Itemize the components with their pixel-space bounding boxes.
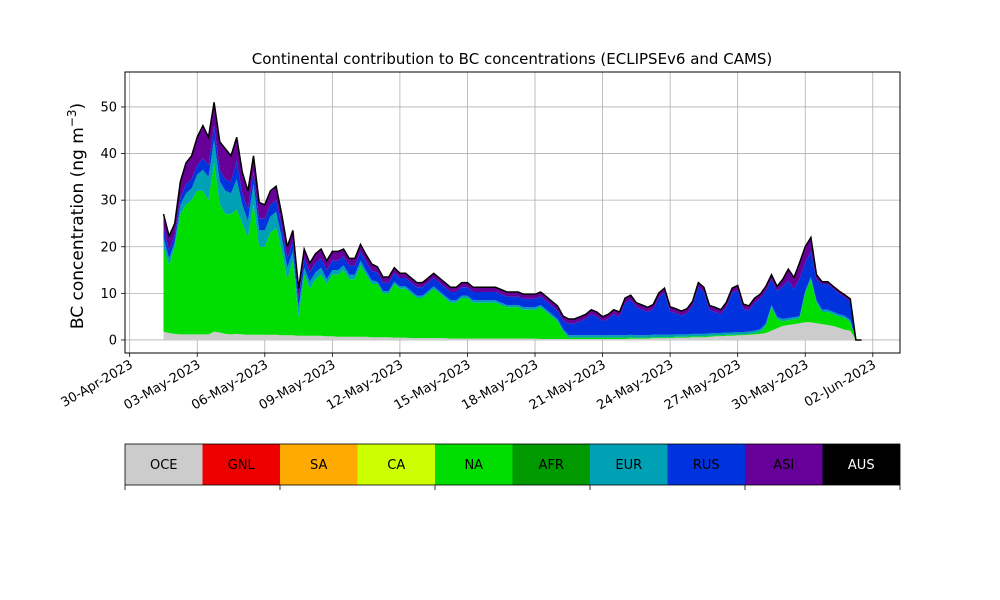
area-oce bbox=[163, 322, 862, 340]
legend-swatch-sa bbox=[280, 444, 358, 485]
y-axis-label: BC concentration (ng m−3) bbox=[65, 103, 88, 329]
y-tick-label: 20 bbox=[100, 240, 117, 255]
legend-frame bbox=[124, 443, 901, 486]
legend-label-gnl: GNL bbox=[228, 458, 256, 473]
legend-label-sa: SA bbox=[310, 458, 327, 473]
x-tick-label: 30-May-2023 bbox=[730, 357, 812, 413]
y-tick-label: 50 bbox=[100, 100, 117, 115]
legend-swatch-oce bbox=[125, 444, 203, 485]
total-concentration-line bbox=[162, 102, 862, 341]
legend-swatch-rus bbox=[667, 444, 745, 485]
legend-label-aus: AUS bbox=[848, 458, 875, 473]
legend-swatch-eur bbox=[590, 444, 668, 485]
total-line bbox=[162, 102, 862, 341]
legend-swatch-na bbox=[435, 444, 513, 485]
legend-swatch-afr bbox=[512, 444, 590, 485]
y-axis-label-close: ) bbox=[68, 103, 88, 110]
y-tick-label: 40 bbox=[100, 147, 117, 162]
y-tick-label: 30 bbox=[100, 194, 117, 209]
y-axis-label-main: BC concentration (ng m bbox=[68, 127, 88, 329]
x-tick-label: 02-Jun-2023 bbox=[802, 357, 879, 410]
legend-label-rus: RUS bbox=[693, 458, 720, 473]
plot-frame bbox=[124, 71, 901, 354]
y-axis-label-exponent: −3 bbox=[65, 109, 79, 127]
legend-swatch-aus bbox=[822, 444, 900, 485]
legend-swatch-asi bbox=[745, 444, 823, 485]
y-tick-label: 0 bbox=[109, 333, 117, 348]
chart-title: Continental contribution to BC concentra… bbox=[252, 50, 773, 68]
legend-label-ca: CA bbox=[387, 458, 405, 473]
area-na bbox=[163, 162, 862, 340]
y-tick-label: 10 bbox=[100, 287, 117, 302]
stacked-areas bbox=[163, 102, 862, 340]
legend-label-eur: EUR bbox=[615, 458, 642, 473]
x-axis: 30-Apr-202303-May-202306-May-202309-May-… bbox=[59, 353, 879, 413]
legend-label-na: NA bbox=[464, 458, 483, 473]
legend-label-oce: OCE bbox=[150, 458, 178, 473]
legend-swatch-ca bbox=[357, 444, 435, 485]
legend-label-afr: AFR bbox=[539, 458, 564, 473]
legend-swatch-gnl bbox=[202, 444, 280, 485]
legend-label-asi: ASI bbox=[773, 458, 794, 473]
area-rus bbox=[163, 125, 862, 340]
y-axis: 0 10 20 30 40 50 bbox=[100, 100, 125, 348]
legend-colorbar: OCE GNL SA CA NA AFR EUR RUS ASI AUS bbox=[124, 443, 901, 490]
